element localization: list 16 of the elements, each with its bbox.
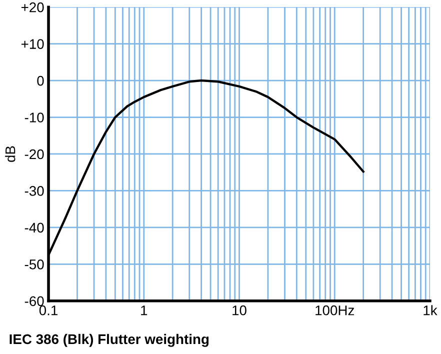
y-tick-label: +10 (21, 39, 44, 49)
y-axis-title: dB (5, 146, 16, 162)
x-tick-label: 1k (424, 305, 438, 316)
text: IEC 386 (Blk) Flutter weighting (10, 334, 209, 347)
y-tick-label: +20 (21, 2, 44, 12)
y-tick-label: -20 (24, 149, 44, 160)
x-tick-label: 100Hz (316, 305, 354, 316)
x-tick-label: 0.1 (39, 305, 58, 316)
y-tick-label: -60 (24, 296, 44, 306)
x-tick-label: 1 (141, 306, 148, 316)
y-tick-label: -30 (24, 186, 44, 196)
y-tick-label: -10 (24, 112, 44, 122)
y-tick-label: -50 (24, 260, 44, 270)
y-tick-label: 0 (37, 76, 44, 86)
x-tick-label: 10 (232, 305, 246, 316)
y-tick-label: -40 (24, 222, 44, 233)
